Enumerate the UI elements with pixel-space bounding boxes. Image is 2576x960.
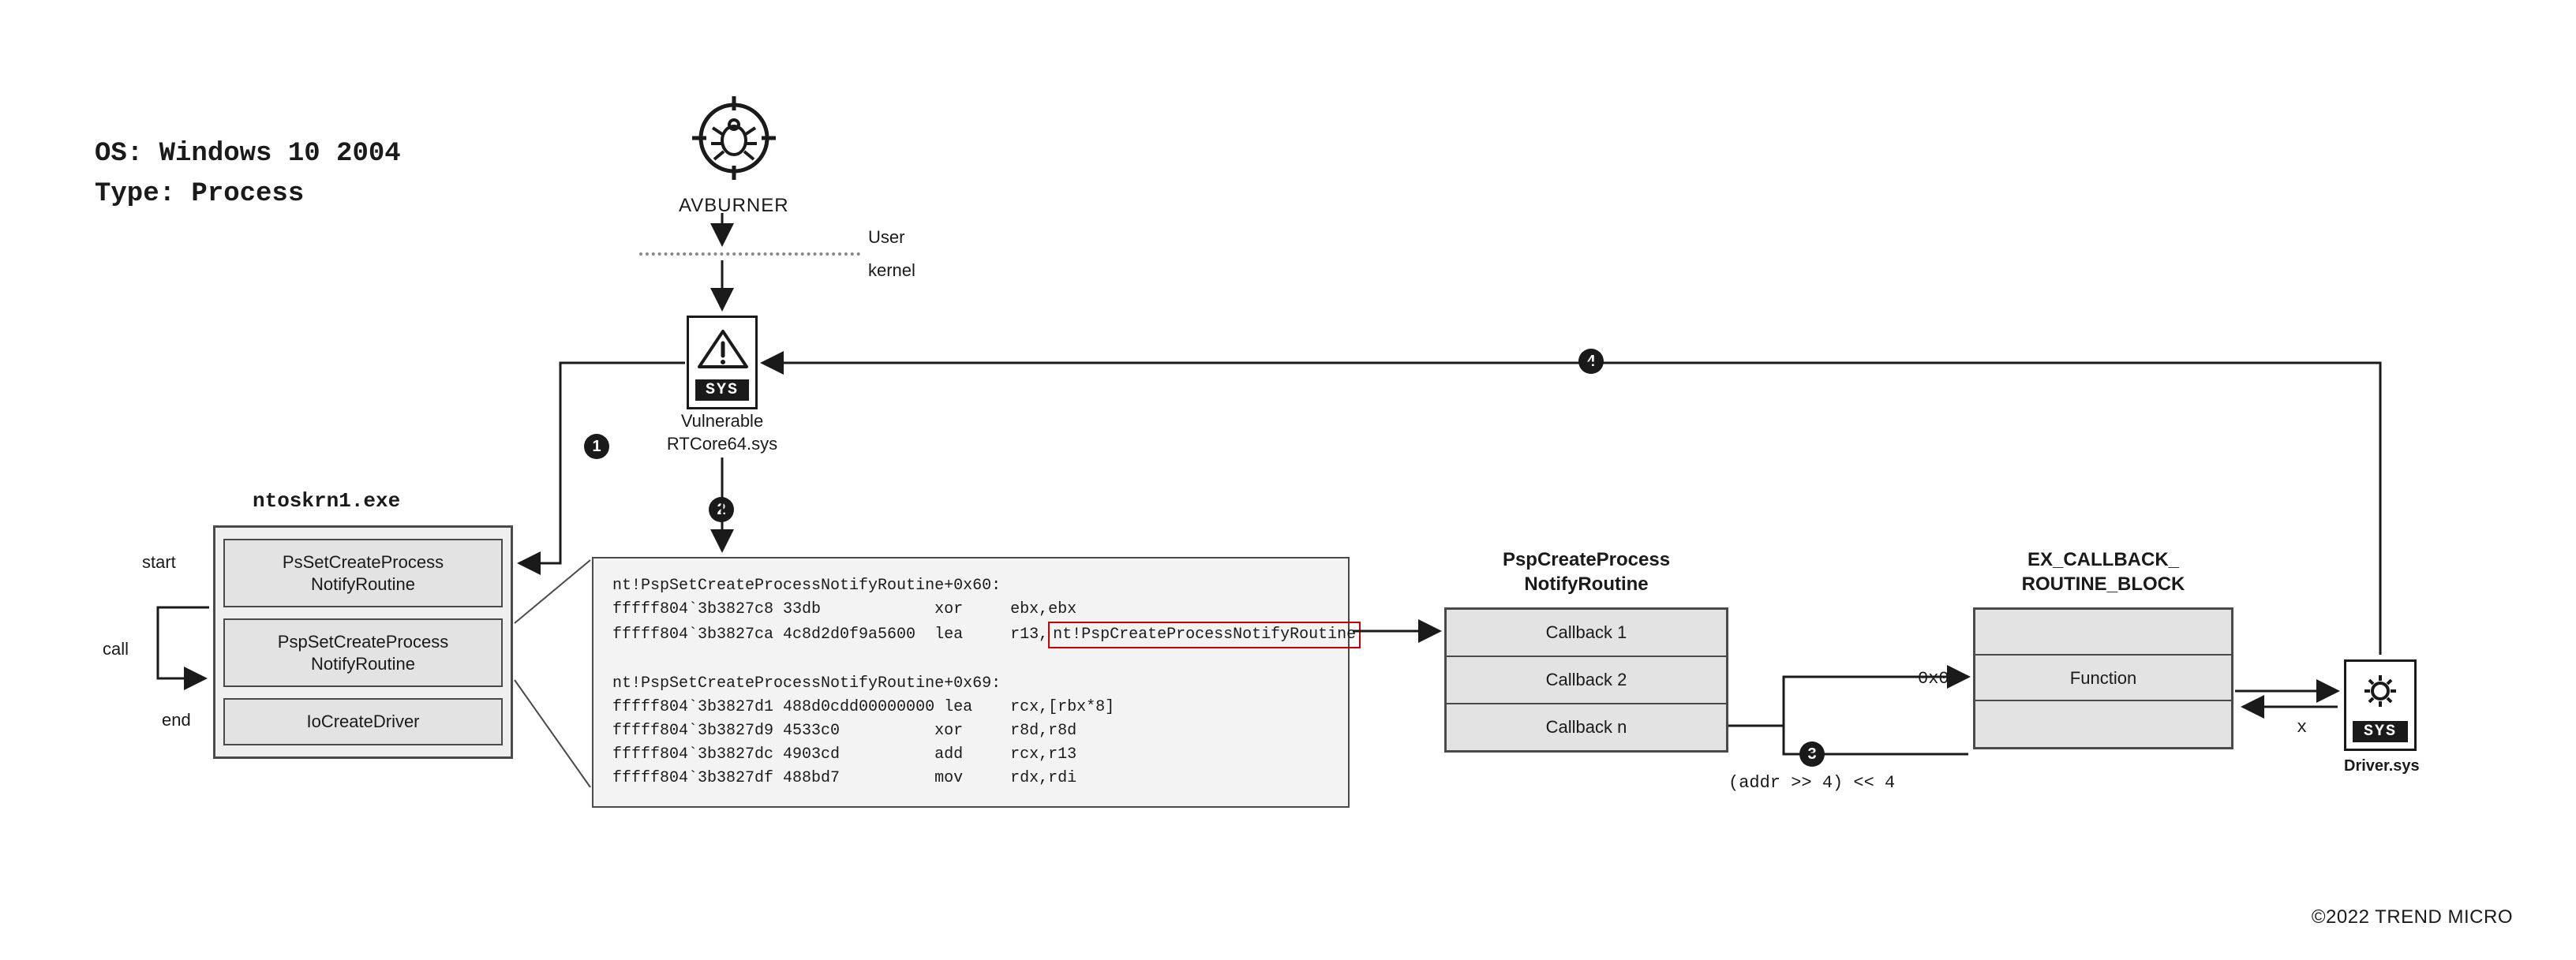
addr-expr: (addr >> 4) << 4	[1728, 773, 1895, 793]
disasm-l9: fffff804`3b3827df 488bd7 mov rdx,rdi	[612, 769, 1076, 787]
ntoskrn-block: PsSetCreateProcess NotifyRoutine PspSetC…	[213, 525, 513, 759]
ntoskrn-row-2: PspSetCreateProcess NotifyRoutine	[223, 618, 503, 687]
disasm-highlight: nt!PspCreateProcessNotifyRoutine	[1048, 622, 1361, 648]
gear-icon	[2361, 671, 2400, 711]
driver-label: Driver.sys	[2344, 757, 2417, 775]
psp-title: PspCreateProcess NotifyRoutine	[1460, 547, 1713, 596]
avburner-node: AVBURNER	[679, 95, 789, 217]
driver-sys-bar: SYS	[2353, 721, 2408, 742]
psp-row-1: Callback 1	[1447, 610, 1726, 657]
disasm-l7: fffff804`3b3827d9 4533c0 xor r8d,r8d	[612, 722, 1076, 740]
user-label: User	[868, 227, 904, 248]
vuln-line1: Vulnerable	[663, 410, 781, 433]
disasm-l3a: fffff804`3b3827ca 4c8d2d0f9a5600 lea r13…	[612, 626, 1048, 644]
vulnerable-sys-box: SYS	[687, 316, 758, 409]
ex-block: Function	[1973, 607, 2233, 749]
call-label: call	[103, 639, 129, 659]
psp-title-1: PspCreateProcess	[1460, 547, 1713, 572]
offset-label: 0x08	[1918, 669, 1960, 689]
driver-box: SYS	[2344, 659, 2417, 751]
psp-block: Callback 1 Callback 2 Callback n	[1444, 607, 1728, 753]
type-line: Type: Process	[95, 174, 401, 215]
psp-title-2: NotifyRoutine	[1460, 572, 1713, 596]
disassembly-panel: nt!PspSetCreateProcessNotifyRoutine+0x60…	[592, 557, 1350, 808]
warning-triangle-icon	[695, 327, 751, 371]
ex-title-1: EX_CALLBACK_	[1973, 547, 2233, 572]
os-line: OS: Windows 10 2004	[95, 134, 401, 174]
end-label: end	[162, 710, 191, 730]
crosshair-bug-icon	[691, 95, 777, 181]
avburner-label: AVBURNER	[679, 195, 789, 217]
ex-title: EX_CALLBACK_ ROUTINE_BLOCK	[1973, 547, 2233, 596]
ex-row-2: Function	[1975, 656, 2231, 701]
start-label: start	[142, 552, 176, 573]
vuln-line2: RTCore64.sys	[663, 433, 781, 456]
disasm-l6: fffff804`3b3827d1 488d0cdd00000000 lea r…	[612, 698, 1114, 716]
ex-row-3	[1975, 701, 2231, 747]
ex-title-2: ROUTINE_BLOCK	[1973, 572, 2233, 596]
user-kernel-divider	[639, 252, 860, 256]
kernel-label: kernel	[868, 260, 915, 281]
psp-row-3: Callback n	[1447, 704, 1726, 750]
sys-bar-label: SYS	[695, 379, 749, 401]
disasm-l8: fffff804`3b3827dc 4903cd add rcx,r13	[612, 745, 1076, 764]
vulnerable-label: Vulnerable RTCore64.sys	[663, 410, 781, 455]
badge-2: 2	[709, 497, 734, 522]
header-info: OS: Windows 10 2004 Type: Process	[95, 134, 401, 215]
badge-1: 1	[584, 434, 609, 459]
disasm-l5: nt!PspSetCreateProcessNotifyRoutine+0x69…	[612, 674, 1001, 693]
ntoskrn-title: ntoskrn1.exe	[253, 489, 400, 513]
disasm-l1: nt!PspSetCreateProcessNotifyRoutine+0x60…	[612, 577, 1001, 595]
badge-4: 4	[1578, 349, 1604, 374]
psp-row-2: Callback 2	[1447, 657, 1726, 704]
ntoskrn-row-3: IoCreateDriver	[223, 698, 503, 745]
ntoskrn-row-1: PsSetCreateProcess NotifyRoutine	[223, 539, 503, 607]
disasm-l2: fffff804`3b3827c8 33db xor ebx,ebx	[612, 600, 1076, 618]
badge-3: 3	[1799, 741, 1825, 767]
ex-row-1	[1975, 610, 2231, 656]
copyright: ©2022 TREND MICRO	[2312, 906, 2513, 928]
x-label: x	[2297, 718, 2307, 738]
